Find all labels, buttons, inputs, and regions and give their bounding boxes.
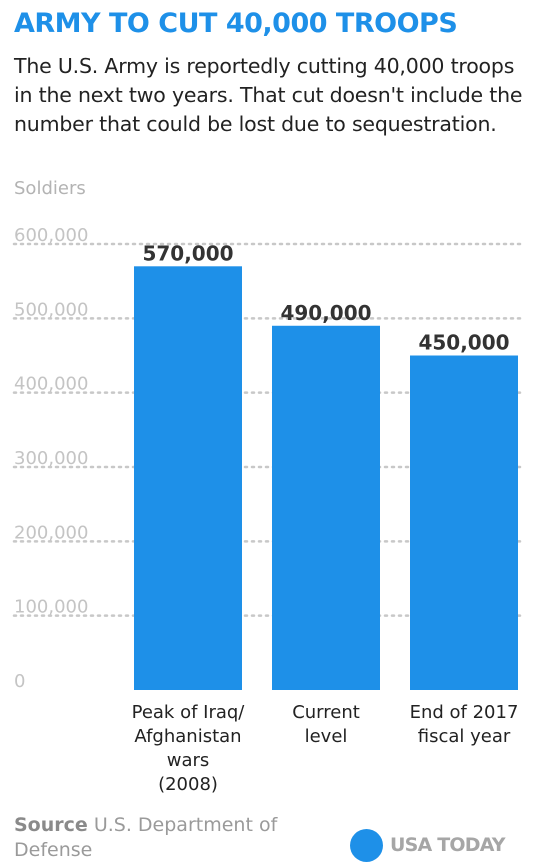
bar-value-label: 450,000 (418, 331, 509, 355)
bar (410, 355, 518, 690)
source-note: Source U.S. Department of Defense (14, 813, 314, 863)
y-tick-label: 600,000 (14, 225, 88, 246)
x-category-label: fiscal year (418, 726, 511, 747)
bar (272, 325, 380, 690)
y-axis-label: Soldiers (14, 178, 86, 199)
x-category-label: Peak of Iraq/ (132, 702, 246, 723)
y-tick-label: 0 (14, 671, 25, 692)
bar-value-label: 490,000 (280, 301, 371, 325)
chart-title: ARMY TO CUT 40,000 TROOPS (14, 8, 458, 39)
source-text: U.S. Department of Defense (14, 814, 278, 861)
y-tick-label: 100,000 (14, 597, 88, 618)
brand-logo: USA TODAY (350, 828, 506, 862)
x-category-label: (2008) (158, 774, 218, 795)
y-tick-label: 200,000 (14, 522, 88, 543)
x-category-label: End of 2017 (410, 702, 519, 723)
source-keyword: Source (14, 814, 88, 836)
bar-value-label: 570,000 (142, 241, 233, 265)
chart-subtitle: The U.S. Army is reportedly cutting 40,0… (14, 54, 523, 136)
x-category-label: level (305, 726, 348, 747)
y-tick-label: 300,000 (14, 448, 88, 469)
x-category-label: Current (292, 702, 360, 723)
brand-name: USA TODAY (390, 834, 506, 856)
bar (134, 266, 242, 690)
y-tick-label: 400,000 (14, 374, 88, 395)
x-category-label: wars (167, 750, 210, 771)
brand-dot-icon (350, 828, 383, 862)
x-category-label: Afghanistan (134, 726, 241, 747)
y-tick-label: 500,000 (14, 299, 88, 320)
